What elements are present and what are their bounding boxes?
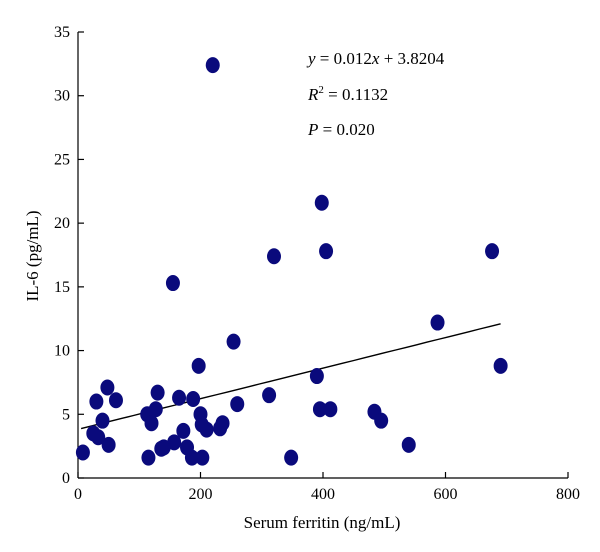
data-point (108, 392, 123, 409)
y-tick-label: 0 (62, 470, 70, 487)
data-point (141, 449, 156, 466)
data-point (230, 396, 245, 413)
data-point (323, 401, 338, 418)
equation-y-var: y (306, 49, 316, 68)
data-point (485, 243, 500, 260)
data-point (314, 194, 329, 211)
data-point (75, 444, 90, 461)
r-squared-exponent: 2 (318, 84, 324, 96)
data-point (89, 393, 104, 410)
data-point (374, 412, 389, 429)
x-tick-label: 400 (311, 486, 335, 503)
data-point (267, 248, 281, 265)
y-tick-label: 5 (62, 406, 70, 423)
data-point (144, 415, 159, 432)
equation-x-var: x (371, 49, 380, 68)
data-point (262, 387, 277, 404)
data-point (195, 449, 210, 466)
data-point (226, 333, 241, 350)
data-point (493, 357, 508, 374)
p-value-symbol: P (307, 120, 318, 139)
equation-intercept: + 3.8204 (379, 49, 444, 68)
x-tick-label: 800 (556, 486, 580, 503)
x-tick-label: 0 (74, 486, 82, 503)
y-tick-label: 35 (54, 24, 70, 41)
r-squared-value: = 0.1132 (324, 85, 388, 104)
data-point (309, 368, 324, 385)
y-tick-label: 10 (54, 343, 70, 360)
data-points (75, 57, 508, 466)
y-tick-label: 20 (54, 215, 70, 232)
data-point (199, 421, 214, 438)
data-point (184, 449, 199, 466)
data-point (312, 401, 327, 418)
equation-slope: = 0.012 (316, 49, 372, 68)
data-point (150, 384, 165, 401)
r-squared-symbol: R (307, 85, 319, 104)
data-point (186, 390, 201, 407)
y-tick-label: 30 (54, 88, 70, 105)
y-tick-label: 15 (54, 279, 70, 296)
data-point (284, 449, 299, 466)
y-tick-label: 25 (54, 151, 70, 168)
p-value-number: = 0.020 (318, 120, 374, 139)
y-axis-label: IL-6 (pg/mL) (23, 210, 42, 301)
p-value: P = 0.020 (307, 120, 375, 139)
regression-equation: y = 0.012x + 3.8204 (306, 49, 445, 68)
data-point (205, 57, 220, 74)
data-point (101, 436, 116, 453)
x-axis-label: Serum ferritin (ng/mL) (244, 513, 401, 532)
data-point (176, 422, 191, 439)
data-point (95, 412, 110, 429)
data-point (319, 243, 334, 260)
x-axis-ticks: 0 200 400 600 800 (74, 472, 580, 503)
data-point (172, 389, 187, 406)
data-point (401, 436, 416, 453)
r-squared: R2 = 0.1132 (307, 84, 388, 104)
data-point (100, 379, 115, 396)
y-axis-ticks: 0 5 10 15 20 25 30 35 (54, 24, 84, 487)
data-point (191, 357, 206, 374)
data-point (430, 314, 445, 331)
data-point (167, 434, 182, 451)
data-point (215, 415, 230, 432)
data-point (148, 401, 163, 418)
x-tick-label: 600 (434, 486, 458, 503)
data-point (165, 275, 180, 292)
x-tick-label: 200 (189, 486, 213, 503)
data-point (91, 429, 106, 446)
